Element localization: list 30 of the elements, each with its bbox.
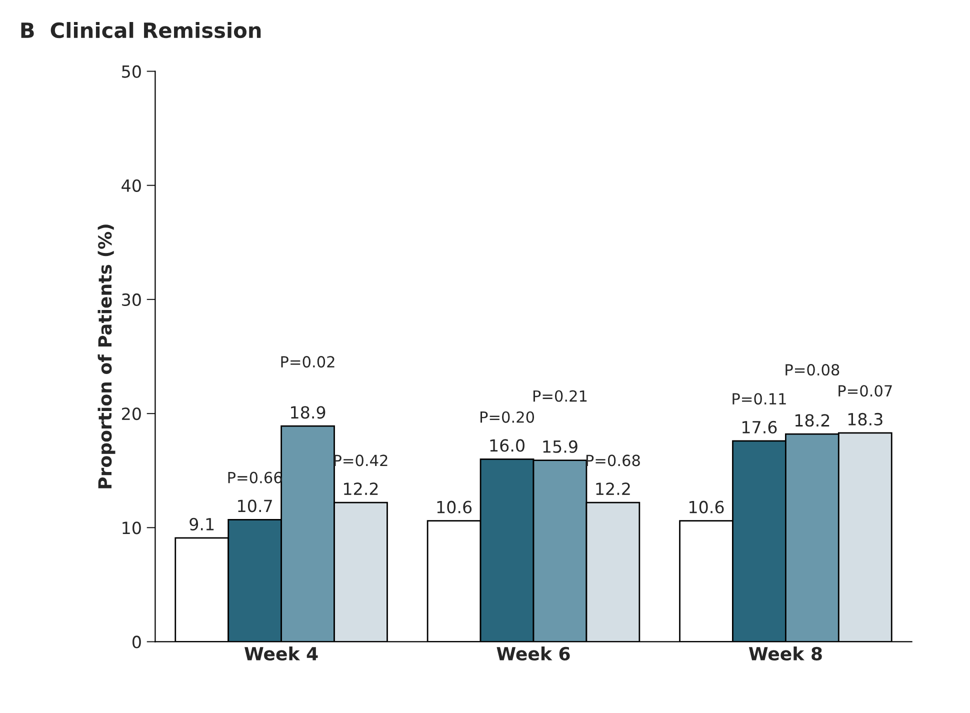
data-label: 9.1: [190, 518, 214, 530]
data-label: 15.9: [543, 440, 578, 453]
y-tick-label: 20: [122, 408, 141, 420]
data-label: 10.7: [238, 500, 272, 512]
annotation: P=0.07: [838, 385, 892, 397]
annotation: P=0.08: [786, 364, 840, 376]
data-label: 12.2: [344, 482, 378, 495]
y-tick-label: 50: [122, 65, 141, 78]
data-label: 10.6: [690, 500, 724, 514]
data-label: 10.6: [437, 500, 472, 514]
chart-title: B Clinical Remission: [21, 22, 261, 38]
annotation: P=0.02: [281, 356, 334, 368]
y-tick-label: 40: [122, 179, 141, 192]
y-tick-label: 10: [122, 522, 141, 534]
x-tick-label: Week 6: [496, 646, 570, 661]
annotation: P=0.21: [533, 390, 587, 402]
y-tick-label: 0: [132, 636, 141, 648]
annotation: P=0.11: [732, 393, 786, 405]
x-tick-label: Week 8: [748, 646, 822, 661]
y-axis-title: Proportion of Patients (%): [98, 224, 116, 488]
annotation: P=0.68: [586, 454, 640, 466]
data-label: 17.6: [742, 420, 777, 434]
data-label: 18.3: [848, 412, 882, 426]
data-label: 18.9: [291, 406, 326, 419]
data-label: 16.0: [490, 439, 524, 452]
x-tick-label: Week 4: [244, 646, 318, 661]
y-tick-label: 30: [122, 293, 141, 306]
annotation: P=0.20: [480, 411, 534, 423]
data-label: 18.2: [795, 414, 830, 427]
data-label: 12.2: [596, 482, 630, 495]
